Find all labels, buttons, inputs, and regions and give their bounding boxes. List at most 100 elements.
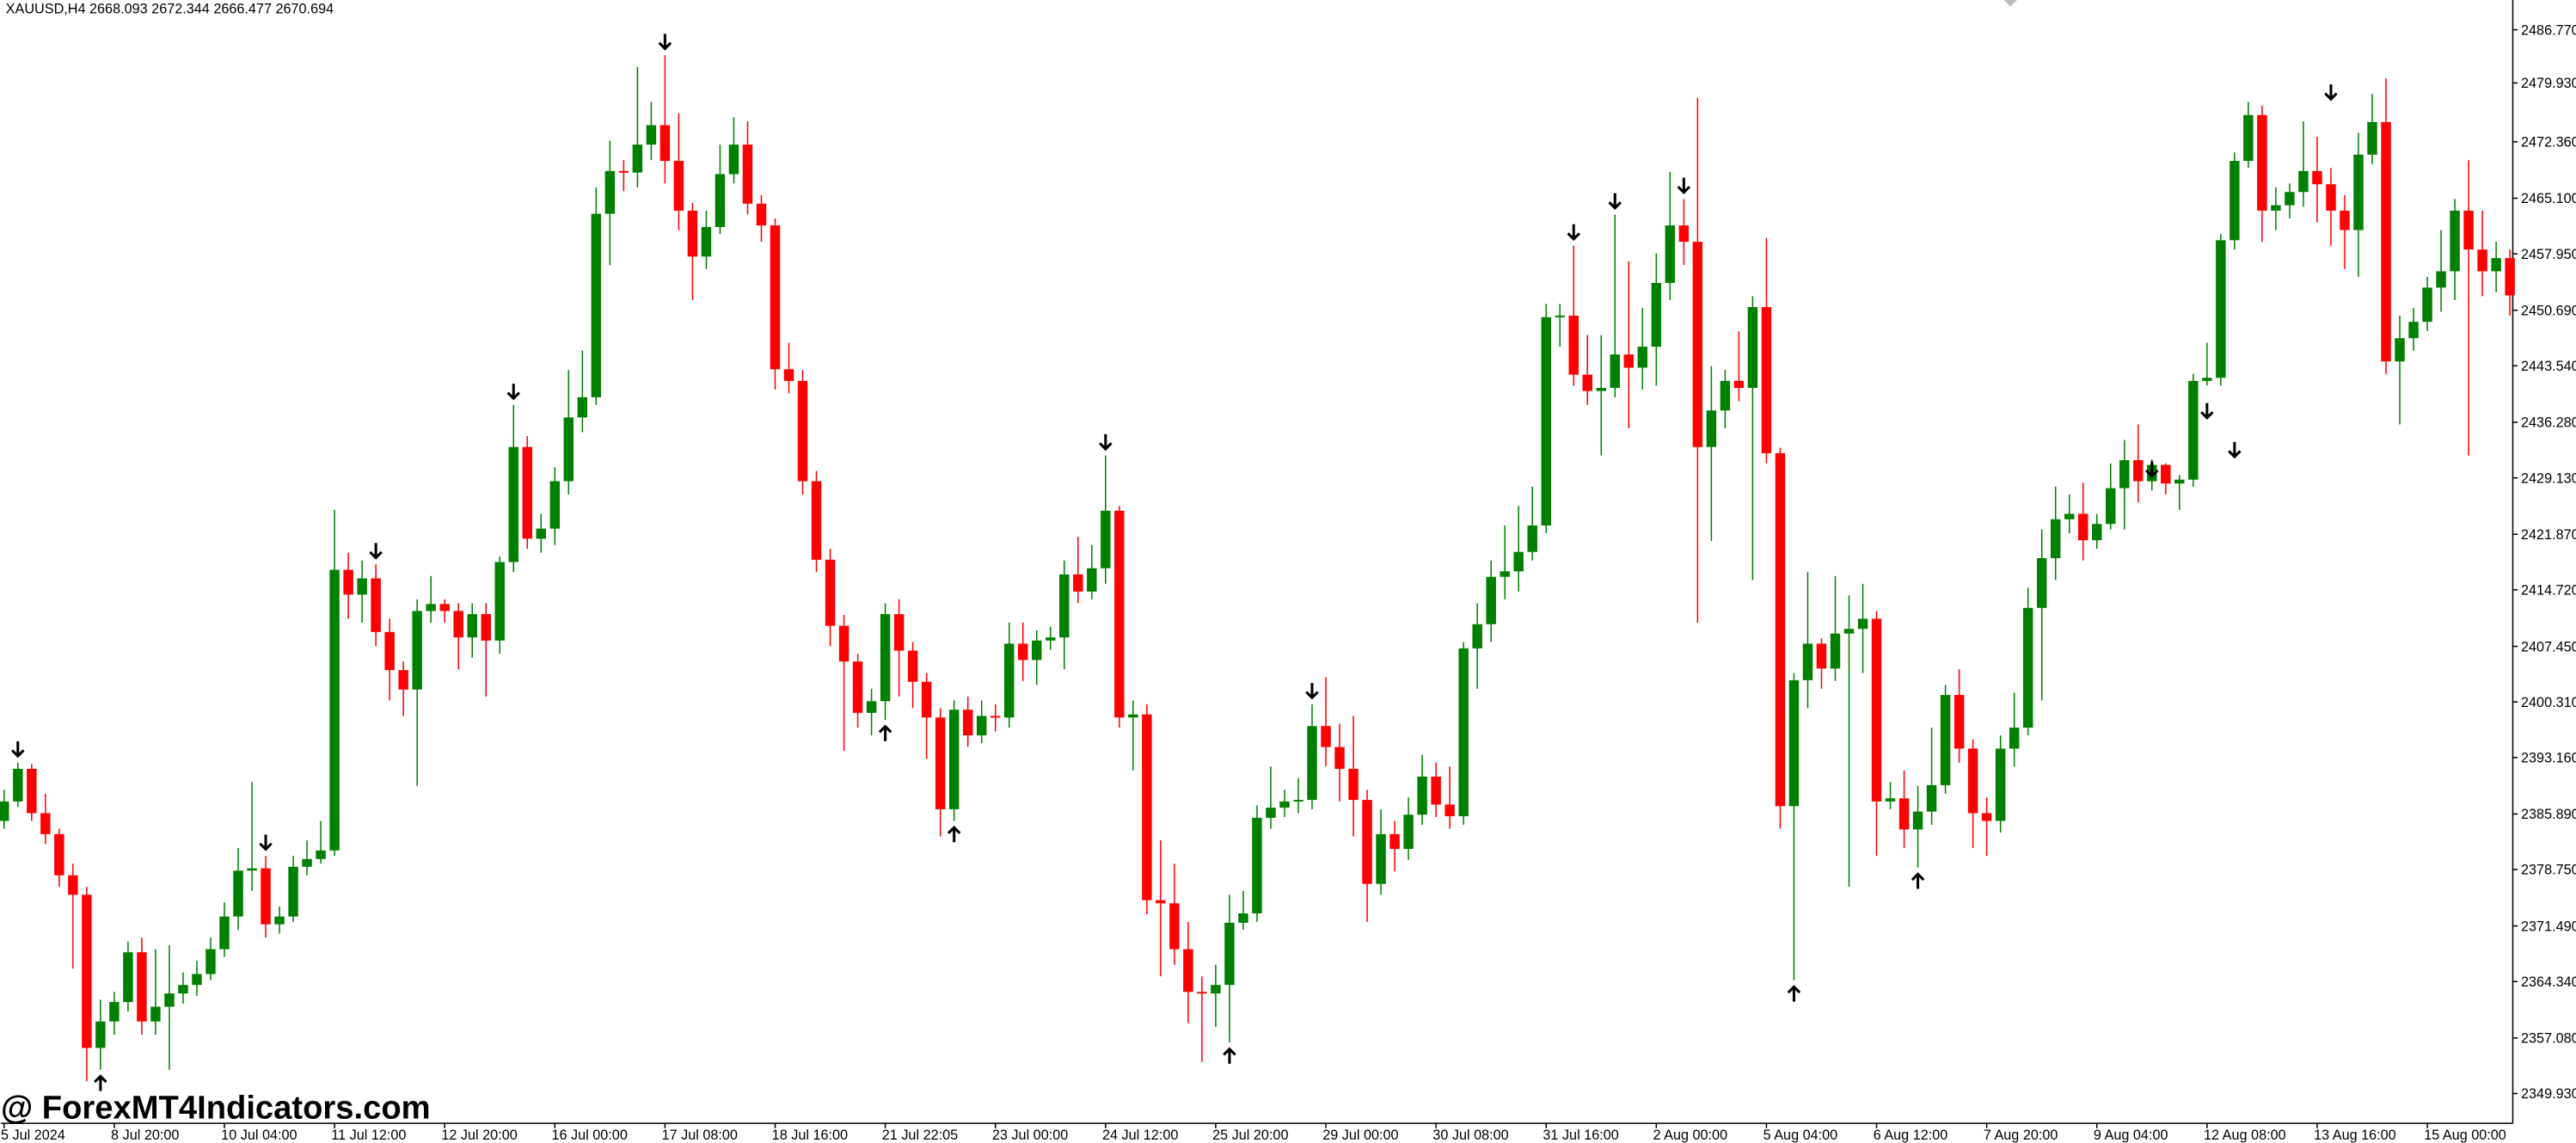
candle-body — [2064, 513, 2075, 519]
watermark: @ ForexMT4Indicators.com — [1, 1089, 431, 1126]
x-tick-label: 2 Aug 00:00 — [1653, 1128, 1728, 1143]
x-tick-label: 6 Aug 12:00 — [1874, 1128, 1948, 1143]
candle-body — [261, 868, 271, 925]
candle-body — [453, 611, 463, 638]
candle-body — [1087, 568, 1097, 592]
candle-body — [2009, 728, 2020, 749]
x-tick-label: 5 Jul 2024 — [1, 1128, 65, 1143]
candle-body — [1252, 817, 1262, 914]
y-tick-label: 2364.340 — [2521, 974, 2576, 990]
candle-body — [13, 768, 23, 802]
candle-body — [2477, 249, 2487, 272]
candle-body — [343, 569, 353, 595]
candle-body — [591, 213, 602, 397]
candle-body — [2202, 378, 2212, 381]
candle-body — [1486, 576, 1496, 624]
x-tick-label: 23 Jul 00:00 — [992, 1128, 1068, 1143]
candle-body — [2271, 205, 2281, 211]
candle-body — [2298, 170, 2309, 193]
candle-body — [1073, 574, 1083, 592]
candle-body — [205, 949, 216, 974]
candle-body — [742, 144, 753, 204]
candle-body — [1898, 798, 1910, 830]
down-arrow — [2228, 441, 2242, 459]
candle-body — [1046, 637, 1056, 641]
candle-body — [673, 161, 684, 211]
candle-body — [1843, 629, 1855, 634]
candle-body — [1582, 374, 1592, 391]
y-tick-label: 2429.130 — [2521, 470, 2576, 486]
candle-body — [123, 952, 133, 1003]
candle-body — [893, 614, 905, 651]
down-arrow — [1608, 193, 1622, 210]
candle-body — [1555, 315, 1565, 317]
x-tick-label: 10 Jul 04:00 — [221, 1128, 297, 1143]
candle-body — [1830, 633, 1841, 669]
candle-body — [439, 604, 450, 611]
candle-body — [192, 974, 202, 986]
up-arrow — [1223, 1047, 1236, 1064]
down-arrow — [2200, 403, 2214, 421]
candle-body — [1981, 813, 1992, 821]
x-tick-label: 9 Aug 04:00 — [2094, 1128, 2168, 1143]
candle-body — [357, 578, 367, 595]
y-tick-label: 2400.310 — [2521, 695, 2576, 710]
candle-body — [467, 614, 477, 638]
candle-body — [577, 396, 588, 418]
candle-body — [1431, 776, 1441, 805]
candle-body — [2078, 513, 2088, 541]
candle-body — [1183, 949, 1193, 992]
candle-body — [1376, 833, 1386, 884]
down-arrow — [259, 834, 273, 851]
candle-body — [838, 625, 849, 662]
x-tick-label: 31 Jul 16:00 — [1543, 1128, 1618, 1143]
candle-body — [1665, 225, 1676, 284]
candle-body — [687, 210, 698, 257]
candle-body — [1472, 624, 1482, 648]
candle-body — [2312, 170, 2322, 185]
candle-body — [921, 681, 932, 718]
candle-body — [1238, 913, 1248, 923]
candle-body — [288, 866, 298, 917]
down-arrow — [2145, 461, 2159, 478]
up-arrow — [1787, 985, 1801, 1002]
candle-body — [1926, 784, 1937, 812]
candle-body — [1458, 648, 1469, 817]
candle-body — [976, 716, 987, 736]
candle-body — [1568, 315, 1579, 375]
candle-body — [2422, 287, 2432, 323]
x-tick-label: 15 Aug 00:00 — [2424, 1128, 2506, 1143]
candle-body — [1912, 811, 1923, 830]
candle-body — [2436, 271, 2446, 288]
candle-body — [1527, 525, 1537, 552]
candle-body — [2022, 607, 2033, 728]
candle-body — [1156, 900, 1166, 904]
scroll-marker — [2003, 0, 2017, 7]
y-tick-label: 2385.890 — [2521, 807, 2576, 822]
candle-body — [316, 850, 326, 859]
candle-body — [880, 614, 891, 702]
candle-body — [1293, 800, 1303, 802]
candle-body — [701, 226, 712, 257]
down-arrow — [1677, 177, 1691, 194]
candle-body — [1018, 643, 1028, 661]
candle-body — [2463, 210, 2474, 250]
candle-body — [618, 170, 629, 173]
candle-body — [935, 717, 946, 809]
candle-body — [1169, 903, 1180, 949]
y-tick-label: 2349.930 — [2521, 1086, 2576, 1102]
candle-body — [1334, 747, 1345, 769]
candle-body — [549, 481, 561, 529]
candle-body — [1362, 800, 1372, 884]
candle-body — [1101, 510, 1111, 568]
candle-body — [2092, 524, 2102, 541]
x-tick-label: 30 Jul 08:00 — [1432, 1128, 1508, 1143]
candle-body — [412, 611, 422, 690]
candle-body — [990, 716, 1001, 718]
candle-body — [274, 916, 285, 925]
candle-body — [1059, 574, 1070, 638]
x-tick-label: 12 Aug 08:00 — [2204, 1128, 2286, 1143]
candle-body — [1032, 640, 1042, 661]
